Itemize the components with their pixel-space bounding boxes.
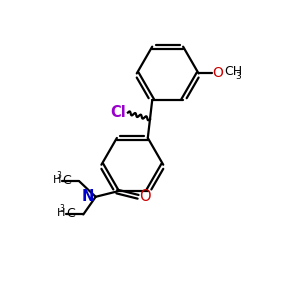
Text: CH: CH xyxy=(224,65,242,79)
Text: C: C xyxy=(67,207,75,220)
Text: 3: 3 xyxy=(235,72,241,81)
Text: 3: 3 xyxy=(60,204,65,213)
Text: N: N xyxy=(82,189,94,204)
Text: 3: 3 xyxy=(56,171,61,180)
Text: O: O xyxy=(140,189,151,204)
Text: Cl: Cl xyxy=(110,104,126,119)
Text: C: C xyxy=(63,174,71,187)
Text: O: O xyxy=(213,66,224,80)
Text: H: H xyxy=(52,175,61,185)
Text: H: H xyxy=(56,208,65,218)
